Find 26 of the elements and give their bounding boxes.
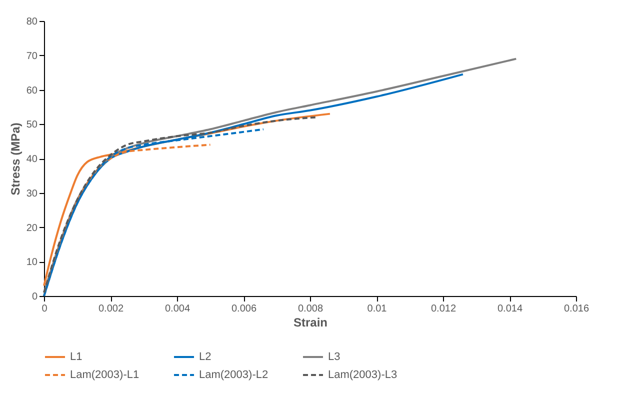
y-tick-label: 0 bbox=[32, 292, 38, 302]
x-axis-title: Strain bbox=[293, 316, 328, 330]
y-tick-label: 50 bbox=[26, 120, 38, 131]
legend-label: Lam(2003)-L3 bbox=[328, 369, 398, 381]
legend-label: L3 bbox=[328, 351, 340, 363]
y-tick-label: 30 bbox=[26, 188, 38, 200]
y-tick-label: 70 bbox=[26, 50, 38, 62]
x-tick-label: 0.008 bbox=[298, 304, 324, 314]
legend-label: L2 bbox=[199, 351, 212, 363]
x-tick-label: 0.016 bbox=[564, 304, 590, 314]
x-tick-label: 0.002 bbox=[98, 304, 124, 314]
y-tick-label: 40 bbox=[26, 154, 38, 165]
y-tick-label: 60 bbox=[26, 85, 38, 96]
y-axis-title: Stress (MPa) bbox=[8, 122, 22, 196]
legend-label: Lam(2003)-L2 bbox=[199, 369, 268, 381]
legend-label: L1 bbox=[70, 351, 82, 363]
x-tick-label: 0.01 bbox=[367, 304, 388, 314]
x-tick-label: 0.006 bbox=[231, 304, 257, 314]
y-tick-label: 20 bbox=[26, 222, 38, 234]
x-tick-label: 0.014 bbox=[497, 304, 523, 314]
legend-label: Lam(2003)-L1 bbox=[70, 369, 140, 381]
x-tick-label: 0.012 bbox=[430, 304, 456, 314]
y-tick-label: 80 bbox=[26, 16, 38, 28]
y-tick-label: 10 bbox=[26, 257, 38, 268]
x-tick-label: 0.004 bbox=[164, 304, 190, 314]
x-tick-label: 0 bbox=[42, 304, 48, 314]
